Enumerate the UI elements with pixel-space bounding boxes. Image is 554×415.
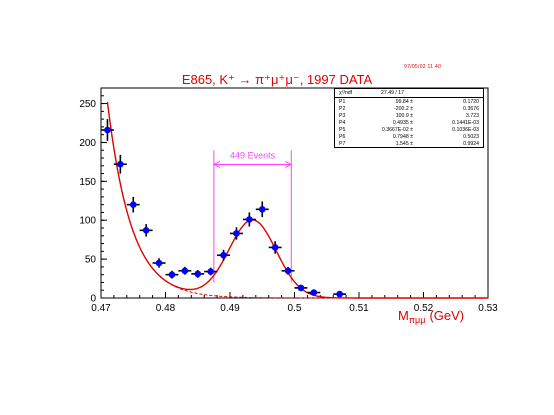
param-name: P6 bbox=[339, 134, 346, 140]
data-point bbox=[191, 270, 205, 278]
param-error: 0.1036E-03 bbox=[452, 127, 479, 133]
x-tick-label: 0.47 bbox=[91, 303, 111, 314]
param-name: P2 bbox=[339, 106, 346, 112]
x-axis-label: Mπμμ (GeV) bbox=[398, 308, 464, 325]
fit-param-row: P4 0.4935 ± 0.1441E-03 bbox=[339, 120, 479, 127]
data-point bbox=[281, 266, 295, 275]
data-point bbox=[101, 119, 114, 141]
param-error: 0.9924 bbox=[463, 141, 479, 147]
param-name: P4 bbox=[339, 120, 346, 126]
fit-param-row: P5 0.3667E-02 ± 0.1036E-03 bbox=[339, 127, 479, 134]
fit-param-row: P6 0.7948 ± 0.5023 bbox=[339, 134, 479, 141]
y-tick-label: 100 bbox=[79, 216, 96, 227]
fit-param-row: P7 1.545 ± 0.9924 bbox=[339, 141, 479, 148]
data-point bbox=[242, 212, 256, 227]
point-marker bbox=[168, 271, 176, 278]
window-arrow-left bbox=[212, 160, 221, 168]
param-value: -200.2 ± bbox=[394, 106, 413, 112]
fit-param-row: P3 100.9 ± 3.723 bbox=[339, 113, 479, 120]
x-label-subscript: πμμ bbox=[409, 315, 426, 325]
point-marker bbox=[271, 244, 279, 251]
background-fit-curve bbox=[158, 275, 488, 299]
window-events-label: 449 Events bbox=[230, 150, 276, 160]
chart-title: E865, K⁺ → π⁺μ⁺μ⁻, 1997 DATA bbox=[181, 72, 373, 87]
data-point bbox=[165, 270, 179, 279]
param-value: 0.3667E-02 ± bbox=[381, 127, 413, 133]
fit-parameters-box: χ²/ndf 27.49 / 17 P1 99.84 ± 0.1720 P2 -200.… bbox=[334, 88, 484, 148]
data-point bbox=[230, 227, 243, 240]
y-tick-label: 50 bbox=[85, 255, 97, 266]
chi2-value: 27.49 / 17 bbox=[381, 90, 405, 96]
fit-box-divider bbox=[335, 97, 483, 98]
param-error: 0.3676 bbox=[463, 106, 479, 112]
point-marker bbox=[181, 267, 189, 275]
param-value: 1.545 ± bbox=[395, 141, 413, 147]
timestamp: 97/05/02 11.40 bbox=[404, 64, 442, 70]
point-marker bbox=[142, 227, 150, 234]
point-marker bbox=[258, 206, 266, 213]
chi2-label: χ²/ndf bbox=[339, 90, 353, 96]
data-point bbox=[255, 201, 269, 218]
data-point bbox=[307, 289, 321, 296]
data-point bbox=[152, 258, 166, 268]
data-point bbox=[294, 284, 308, 292]
x-tick-label: 0.48 bbox=[156, 303, 176, 314]
point-marker bbox=[117, 160, 124, 168]
param-error: 0.1720 bbox=[463, 99, 479, 105]
fit-param-row: P2 -200.2 ± 0.3676 bbox=[339, 106, 479, 113]
param-value: 99.84 ± bbox=[395, 99, 413, 105]
point-marker bbox=[104, 126, 111, 134]
data-point bbox=[217, 249, 230, 261]
window-arrow-right bbox=[285, 160, 293, 168]
point-marker bbox=[155, 259, 163, 267]
x-axis-title: Mπμμ (GeV) bbox=[398, 308, 464, 325]
x-tick-label: 0.51 bbox=[349, 303, 369, 314]
y-tick-label: 250 bbox=[79, 99, 96, 110]
data-point bbox=[268, 241, 282, 254]
x-label-main: M bbox=[398, 308, 409, 323]
x-tick-label: 0.53 bbox=[478, 303, 498, 314]
data-point bbox=[113, 154, 127, 174]
point-marker bbox=[297, 284, 305, 292]
point-marker bbox=[246, 216, 253, 223]
param-value: 100.9 ± bbox=[395, 113, 413, 119]
events-window-annotation: 449 Events bbox=[212, 150, 293, 283]
data-point bbox=[139, 224, 153, 237]
data-point bbox=[204, 267, 218, 276]
point-marker bbox=[207, 268, 214, 275]
param-name: P5 bbox=[339, 127, 346, 133]
x-tick-label: 0.49 bbox=[220, 303, 240, 314]
param-name: P1 bbox=[339, 99, 346, 105]
y-tick-label: 150 bbox=[79, 177, 96, 188]
y-tick-label: 200 bbox=[79, 138, 96, 149]
point-marker bbox=[336, 290, 343, 298]
param-value: 0.7948 ± bbox=[392, 134, 413, 140]
point-marker bbox=[194, 270, 202, 278]
point-marker bbox=[129, 201, 137, 208]
axes: 0.47 0.48 0.49 0.5 0.51 0.52 0.53 0 50 100 150 200 2… bbox=[79, 87, 498, 314]
fit-curves bbox=[106, 101, 488, 299]
x-label-unit: (GeV) bbox=[429, 308, 464, 323]
param-error: 3.723 bbox=[466, 113, 479, 119]
point-marker bbox=[233, 230, 240, 237]
x-tick-label: 0.5 bbox=[288, 303, 302, 314]
data-points bbox=[101, 119, 347, 298]
total-fit-curve bbox=[106, 101, 488, 299]
fit-chi2-row: χ²/ndf 27.49 / 17 bbox=[339, 90, 404, 97]
param-error: 0.5023 bbox=[463, 134, 479, 140]
point-marker bbox=[220, 251, 227, 259]
fit-param-row: P1 99.84 ± 0.1720 bbox=[339, 99, 479, 106]
point-marker bbox=[284, 267, 292, 275]
data-point bbox=[126, 196, 140, 213]
data-point bbox=[333, 290, 347, 298]
point-marker bbox=[310, 289, 318, 296]
param-error: 0.1441E-03 bbox=[452, 120, 479, 126]
param-name: P7 bbox=[339, 141, 346, 147]
x-tick-label: 0.52 bbox=[414, 303, 434, 314]
y-tick-label: 0 bbox=[90, 294, 96, 305]
param-name: P3 bbox=[339, 113, 346, 119]
param-value: 0.4935 ± bbox=[392, 120, 413, 126]
data-point bbox=[178, 266, 192, 275]
